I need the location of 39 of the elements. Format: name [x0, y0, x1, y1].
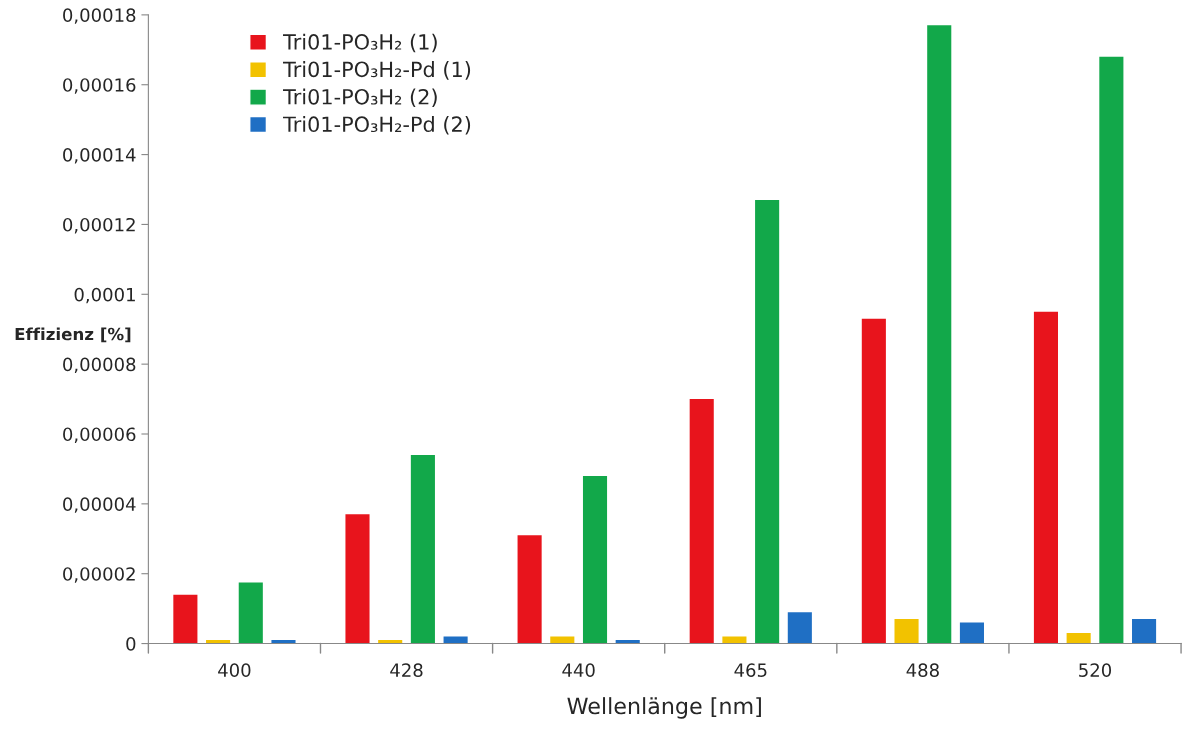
y-tick-label: 0,00016	[63, 78, 136, 94]
bar	[582, 475, 608, 644]
x-tick-label: 428	[390, 663, 423, 677]
x-tick-label: 488	[906, 663, 939, 677]
legend-label: Tri01-PO₃H₂ (2)	[283, 88, 437, 108]
y-tick-label: 0,00004	[63, 497, 136, 513]
y-tick-label: 0,00006	[63, 427, 136, 443]
x-tick-label: 400	[218, 663, 251, 677]
bar	[755, 199, 780, 644]
bar	[345, 514, 370, 644]
bar	[1099, 56, 1124, 644]
bar	[517, 535, 542, 644]
bar	[787, 612, 812, 644]
y-tick-label: 0,00018	[63, 8, 136, 24]
legend-label: Tri01-PO₃H₂-Pd (2)	[283, 115, 471, 135]
x-tick-label: 440	[562, 663, 595, 677]
bar	[861, 318, 886, 644]
y-tick-label: 0,00012	[63, 217, 135, 234]
x-tick-label: 520	[1079, 663, 1112, 677]
legend-label: Tri01-PO₃H₂-Pd (1)	[283, 61, 471, 80]
bar	[959, 622, 984, 644]
bar	[1132, 619, 1157, 644]
y-tick-label: 0	[126, 637, 136, 651]
y-tick-label: 0,00002	[63, 567, 135, 583]
y-tick-label: 0,00008	[63, 357, 136, 374]
y-tick-label: 0,00014	[63, 148, 136, 164]
x-axis-title: Wellenlänge [nm]	[567, 697, 761, 719]
bar	[173, 594, 198, 644]
bar	[410, 454, 435, 644]
bar	[689, 399, 714, 644]
x-tick-label: 465	[734, 663, 767, 677]
bar	[1066, 633, 1091, 644]
y-axis-title: Effizienz [%]	[15, 327, 131, 343]
bar	[894, 619, 919, 644]
bar	[927, 25, 952, 644]
y-tick-label: 0,0001	[74, 287, 135, 304]
bar	[1033, 311, 1058, 644]
bar	[238, 582, 263, 644]
legend-label: Tri01-PO₃H₂ (1)	[283, 33, 437, 53]
